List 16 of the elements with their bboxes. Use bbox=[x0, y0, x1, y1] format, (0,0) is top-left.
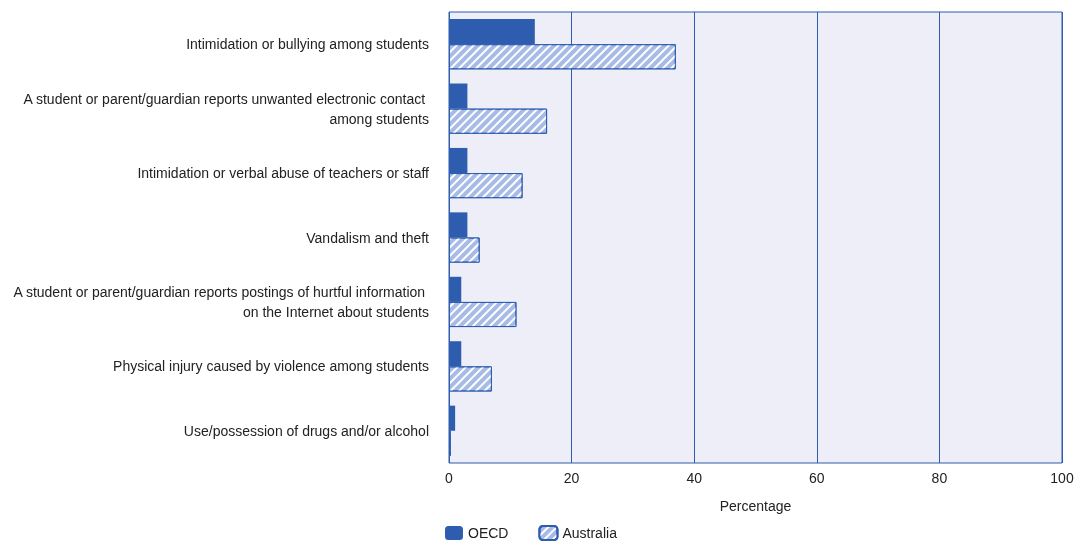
y-tick-label: Vandalism and theft bbox=[306, 229, 430, 246]
x-tick-label: 20 bbox=[563, 470, 580, 486]
legend-label: Australia bbox=[562, 525, 618, 541]
x-tick-label: 80 bbox=[931, 470, 948, 486]
x-tick-label: 100 bbox=[1050, 470, 1074, 486]
x-tick-label: 60 bbox=[809, 470, 825, 486]
y-tick-label: A student or parent/guardian reports postings of hurtful information on the Internet about students bbox=[13, 283, 429, 320]
y-tick-label: Use/possession of drugs and/or alcohol bbox=[183, 422, 429, 439]
y-tick-label: A student or parent/guardian reports unwanted electronic contact among students bbox=[23, 90, 429, 127]
y-tick-label: Intimidation or bullying among students bbox=[186, 36, 429, 53]
y-tick-label: Physical injury caused by violence among students bbox=[113, 358, 429, 375]
legend-label: OECD bbox=[468, 525, 509, 541]
y-tick-label: Intimidation or verbal abuse of teachers or staff bbox=[137, 165, 430, 182]
x-axis-title: Percentage bbox=[719, 498, 792, 514]
x-tick-label: 0 bbox=[445, 470, 454, 486]
x-tick-label: 40 bbox=[686, 470, 703, 486]
